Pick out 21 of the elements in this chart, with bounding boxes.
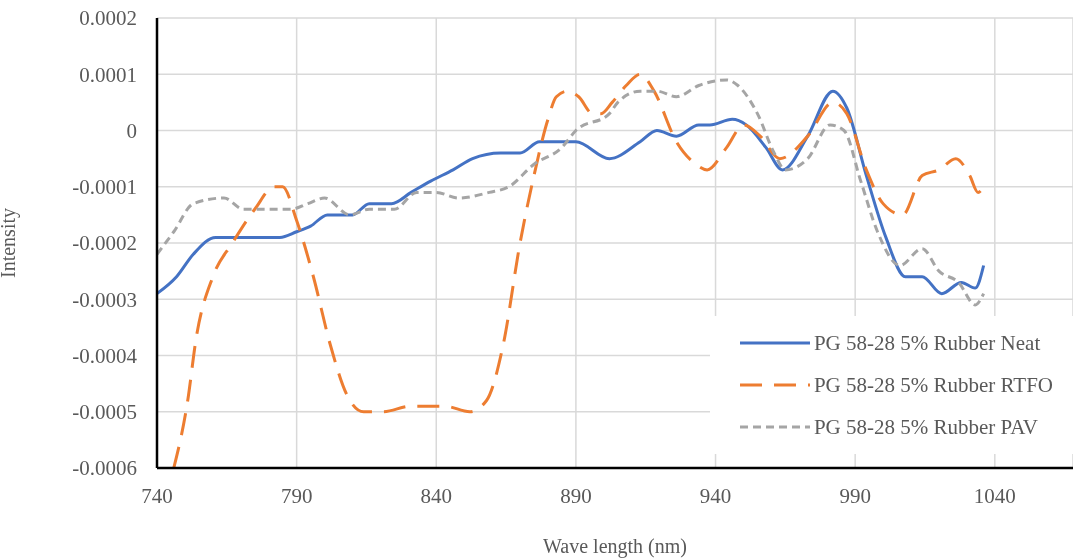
- x-tick-label: 740: [141, 483, 173, 508]
- x-tick-label: 840: [420, 483, 453, 508]
- legend-label: PG 58-28 5% Rubber PAV: [813, 414, 1038, 440]
- y-tick-label: -0.0005: [72, 400, 137, 425]
- x-tick-label: 890: [560, 483, 592, 508]
- y-tick-label: -0.0002: [72, 231, 137, 256]
- y-tick-label: -0.0006: [72, 456, 137, 481]
- x-tick-label: 790: [280, 483, 313, 508]
- x-tick-label: 1040: [973, 483, 1016, 508]
- x-axis-title: Wave length (nm): [543, 535, 687, 558]
- y-tick-label: -0.0003: [72, 287, 137, 312]
- y-axis-title: Intensity: [0, 208, 21, 278]
- y-tick-label: 0: [126, 118, 137, 143]
- y-tick-label: -0.0004: [72, 343, 138, 368]
- y-tick-label: 0.0002: [79, 6, 137, 31]
- y-tick-label: 0.0001: [79, 62, 137, 87]
- legend-label: PG 58-28 5% Rubber RTFO: [813, 372, 1053, 398]
- x-tick-label: 990: [839, 483, 871, 508]
- y-tick-label: -0.0001: [72, 175, 137, 200]
- legend-label: PG 58-28 5% Rubber Neat: [813, 330, 1041, 356]
- x-tick-label: 940: [699, 483, 732, 508]
